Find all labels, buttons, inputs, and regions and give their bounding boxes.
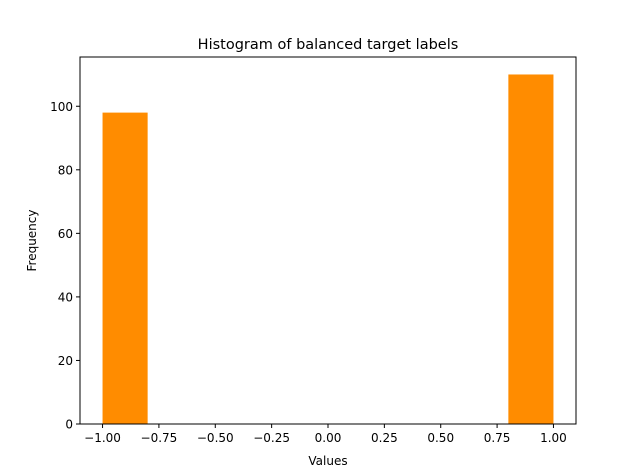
x-tick-label: 0.25 — [371, 431, 398, 445]
y-tick-label: 0 — [65, 418, 73, 432]
y-tick-label: 20 — [58, 354, 73, 368]
x-axis-ticks: −1.00 −0.75 −0.50 −0.25 0.00 0.25 0.50 0.75 1.00 — [84, 424, 567, 445]
histogram-bar — [508, 74, 554, 424]
x-tick-label: −0.50 — [197, 431, 234, 445]
y-tick-label: 40 — [58, 290, 73, 304]
y-tick-label: 80 — [58, 163, 73, 177]
x-tick-label: −0.25 — [253, 431, 290, 445]
x-axis-label: Values — [308, 454, 347, 468]
x-tick-label: 0.50 — [427, 431, 454, 445]
y-axis-ticks: 0 20 40 60 80 100 — [50, 100, 80, 432]
y-tick-label: 60 — [58, 227, 73, 241]
histogram-bar — [102, 112, 148, 424]
y-tick-label: 100 — [50, 100, 73, 114]
x-tick-label: −0.75 — [141, 431, 178, 445]
x-tick-label: 0.00 — [315, 431, 342, 445]
y-axis-label: Frequency — [25, 210, 39, 272]
chart-title: Histogram of balanced target labels — [198, 37, 459, 53]
bars-group — [102, 74, 554, 424]
x-tick-label: −1.00 — [84, 431, 121, 445]
x-tick-label: 0.75 — [484, 431, 511, 445]
x-tick-label: 1.00 — [540, 431, 567, 445]
